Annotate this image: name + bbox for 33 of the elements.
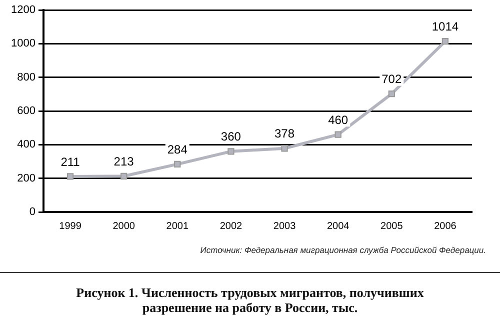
- y-tick-label: 400: [17, 138, 36, 151]
- x-tick-label: 2000: [112, 220, 136, 232]
- data-label: 460: [328, 112, 348, 127]
- y-tick-label: 1000: [10, 38, 36, 50]
- x-tick-label: 2003: [273, 220, 296, 232]
- x-tick-label: 2001: [166, 220, 189, 232]
- point: [66, 173, 74, 180]
- data-label: 213: [114, 154, 134, 168]
- y-tick-label: 200: [17, 172, 36, 184]
- x-tick-label: 2006: [434, 220, 457, 232]
- text: Источник: Федеральная миграционная служба Российской Федерации.: [200, 245, 486, 255]
- x-tick-label: 1999: [59, 220, 82, 232]
- data-label: 702: [382, 72, 402, 86]
- y-tick-label: 600: [17, 105, 36, 118]
- y-tick-label: 1200: [10, 4, 36, 16]
- text: Рисунок 1. Численность трудовых мигрантов, получивших разрешение на работу в России, тыс.: [75, 285, 425, 315]
- data-label: 360: [220, 130, 242, 144]
- x-tick-label: 2005: [380, 220, 404, 232]
- point: [442, 38, 449, 45]
- point: [228, 148, 234, 155]
- point: [174, 160, 181, 168]
- point: [334, 131, 342, 138]
- y-tick-label: 800: [17, 71, 36, 84]
- data-label: 1014: [432, 20, 459, 34]
- x-tick-label: 2002: [220, 220, 243, 232]
- point: [281, 145, 288, 152]
- point: [388, 90, 395, 98]
- point: [120, 172, 128, 180]
- data-label: 284: [167, 142, 188, 157]
- x-tick-label: 2004: [326, 220, 350, 232]
- y-tick-label: 0: [29, 206, 36, 218]
- data-label: 378: [274, 126, 295, 141]
- data-label: 211: [60, 154, 80, 169]
